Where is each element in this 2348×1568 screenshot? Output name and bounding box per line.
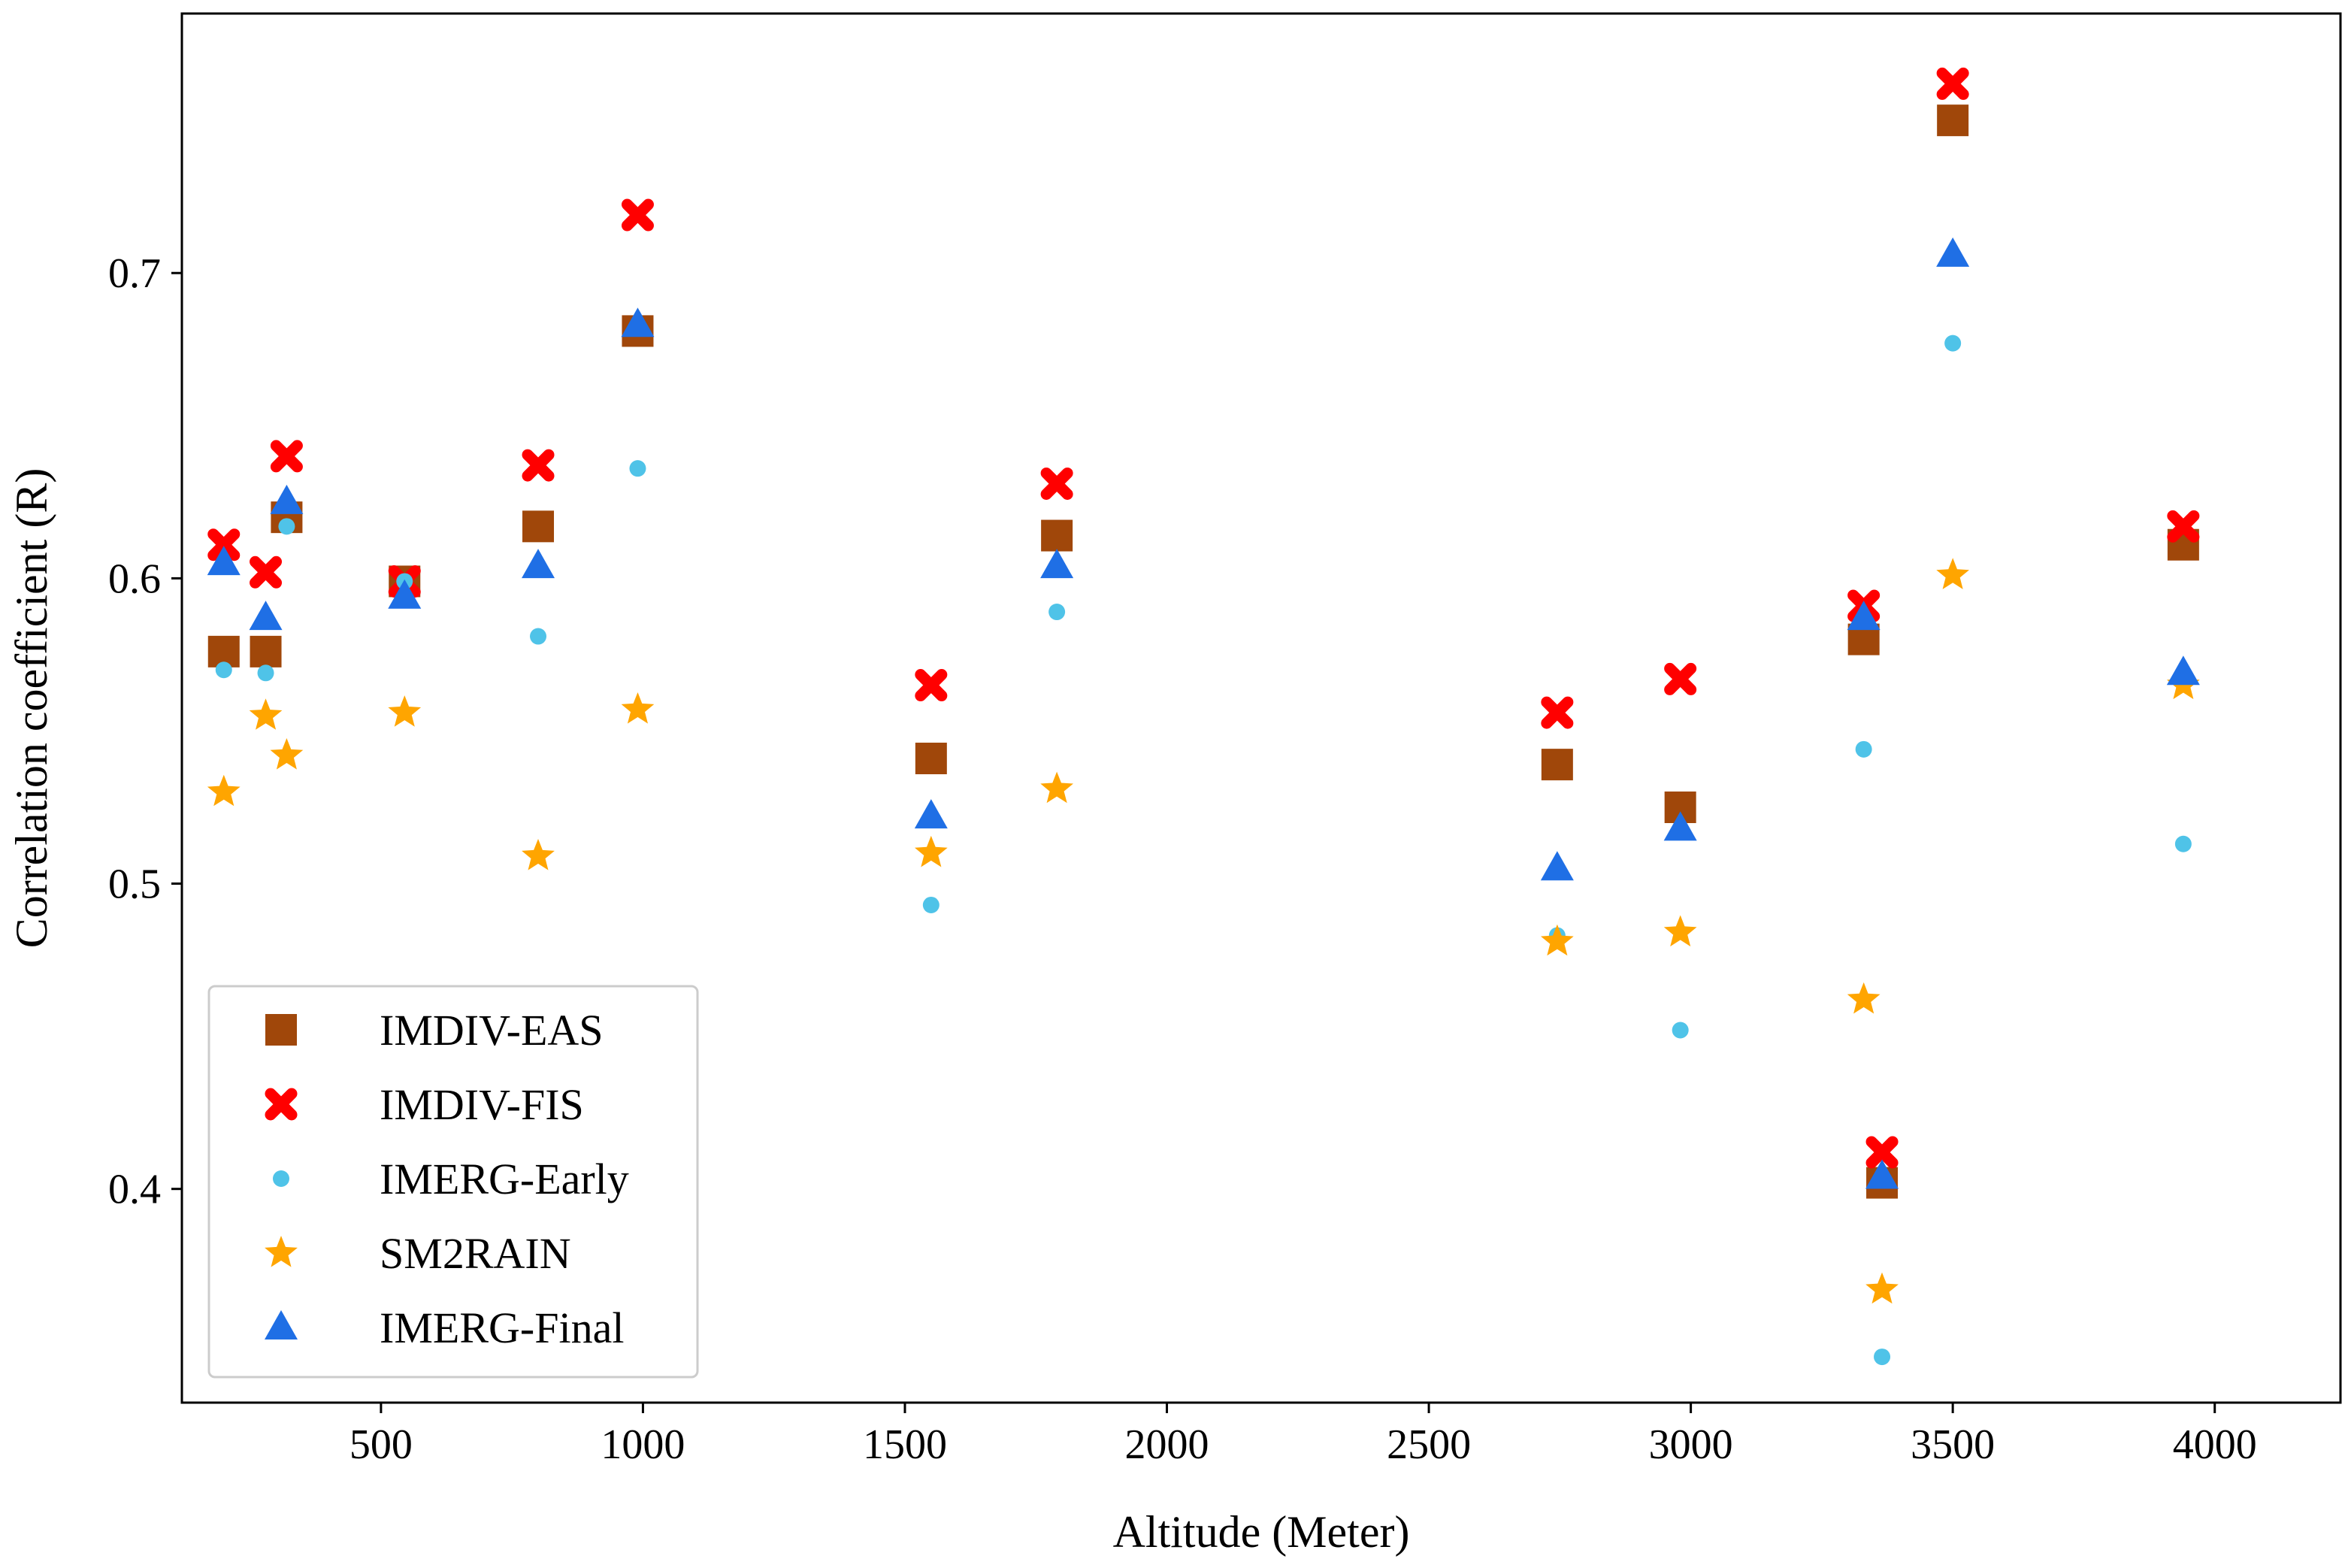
data-point — [257, 664, 274, 682]
data-point — [1541, 749, 1573, 781]
legend-label: SM2RAIN — [380, 1229, 571, 1278]
data-point — [522, 510, 555, 543]
data-point — [1847, 601, 1881, 631]
data-point — [207, 546, 241, 576]
data-point — [1041, 519, 1073, 552]
y-tick-label: 0.4 — [108, 1167, 161, 1213]
legend-label: IMERG-Early — [380, 1155, 629, 1203]
data-point — [388, 695, 422, 727]
data-point — [1855, 740, 1872, 758]
legend-marker — [265, 1310, 298, 1339]
data-point — [2174, 835, 2192, 852]
data-point — [250, 635, 282, 667]
data-point — [1937, 104, 1969, 137]
data-point — [1672, 1022, 1689, 1039]
x-tick-label: 3500 — [1911, 1421, 1995, 1468]
data-point — [250, 555, 283, 589]
data-point — [1040, 771, 1073, 804]
x-axis-title: Altitude (Meter) — [1113, 1507, 1410, 1557]
data-point — [1664, 662, 1697, 695]
data-point — [270, 484, 304, 514]
x-tick-label: 3000 — [1649, 1421, 1733, 1468]
legend-box — [207, 985, 699, 1379]
y-tick-label: 0.6 — [108, 555, 161, 602]
data-point — [922, 896, 940, 913]
data-point — [1040, 467, 1073, 500]
data-point — [270, 738, 304, 770]
data-point — [1541, 696, 1574, 729]
data-point — [1944, 334, 1962, 352]
data-point — [1040, 549, 1074, 579]
data-point — [914, 799, 948, 829]
data-point — [1874, 1349, 1891, 1366]
data-point — [621, 307, 655, 338]
legend-marker — [273, 1170, 289, 1187]
y-tick-label: 0.7 — [108, 250, 161, 297]
data-point — [1936, 558, 1969, 589]
x-tick-label: 2500 — [1387, 1421, 1471, 1468]
x-tick-label: 2000 — [1125, 1421, 1209, 1468]
data-point — [1865, 1159, 1899, 1189]
data-point — [1541, 924, 1574, 956]
data-point — [1048, 604, 1066, 621]
plot-frame — [180, 12, 2342, 1404]
data-point — [1663, 811, 1697, 841]
data-point — [2167, 510, 2200, 543]
y-tick-label: 0.5 — [108, 861, 161, 908]
legend-label: IMERG-Final — [380, 1303, 624, 1352]
data-point — [1936, 237, 1970, 267]
legend-marker — [265, 1088, 298, 1121]
data-point — [915, 743, 947, 775]
x-tick-label: 4000 — [2173, 1421, 2257, 1468]
data-point — [1865, 1272, 1899, 1304]
data-point — [1663, 915, 1697, 947]
series-imerg-final — [207, 237, 2200, 1189]
legend-marker — [265, 1014, 297, 1046]
data-point — [278, 518, 295, 535]
plot-area — [180, 12, 2342, 1404]
axis-ticks: 500 1000 1500 2000 2500 3000 3500 4000 0.4 0.5 0.6… — [108, 250, 2257, 1468]
data-point — [522, 449, 555, 482]
data-point — [215, 661, 232, 679]
data-point — [388, 579, 422, 609]
legend: IMDIV-EAS IMDIV-FIS IMERG-Early SM2RAIN IMER… — [207, 985, 699, 1379]
data-point — [207, 528, 241, 562]
data-point — [1865, 1136, 1899, 1169]
data-point — [915, 835, 948, 867]
data-point — [249, 698, 283, 730]
data-point — [530, 628, 547, 645]
x-tick-label: 500 — [349, 1421, 413, 1468]
y-axis-title: Correlation coefficient (R) — [7, 468, 56, 949]
data-point — [1847, 982, 1881, 1014]
x-tick-label: 1500 — [863, 1421, 947, 1468]
data-point — [522, 839, 555, 870]
data-point — [629, 460, 646, 477]
data-point — [270, 440, 303, 473]
data-point — [522, 549, 555, 579]
series-imerg-early — [215, 334, 2192, 1366]
data-point — [2166, 655, 2200, 686]
legend-marker — [265, 1236, 298, 1267]
data-point — [1936, 67, 1969, 100]
data-point — [621, 692, 655, 724]
legend-label: IMDIV-FIS — [380, 1080, 584, 1129]
data-point — [1540, 851, 1574, 881]
x-tick-label: 1000 — [601, 1421, 685, 1468]
data-point — [249, 601, 283, 631]
legend-label: IMDIV-EAS — [380, 1006, 604, 1055]
series-imdiv-fis — [207, 67, 2200, 1169]
data-point — [621, 198, 654, 232]
data-point — [207, 774, 241, 807]
data-point — [915, 669, 948, 702]
